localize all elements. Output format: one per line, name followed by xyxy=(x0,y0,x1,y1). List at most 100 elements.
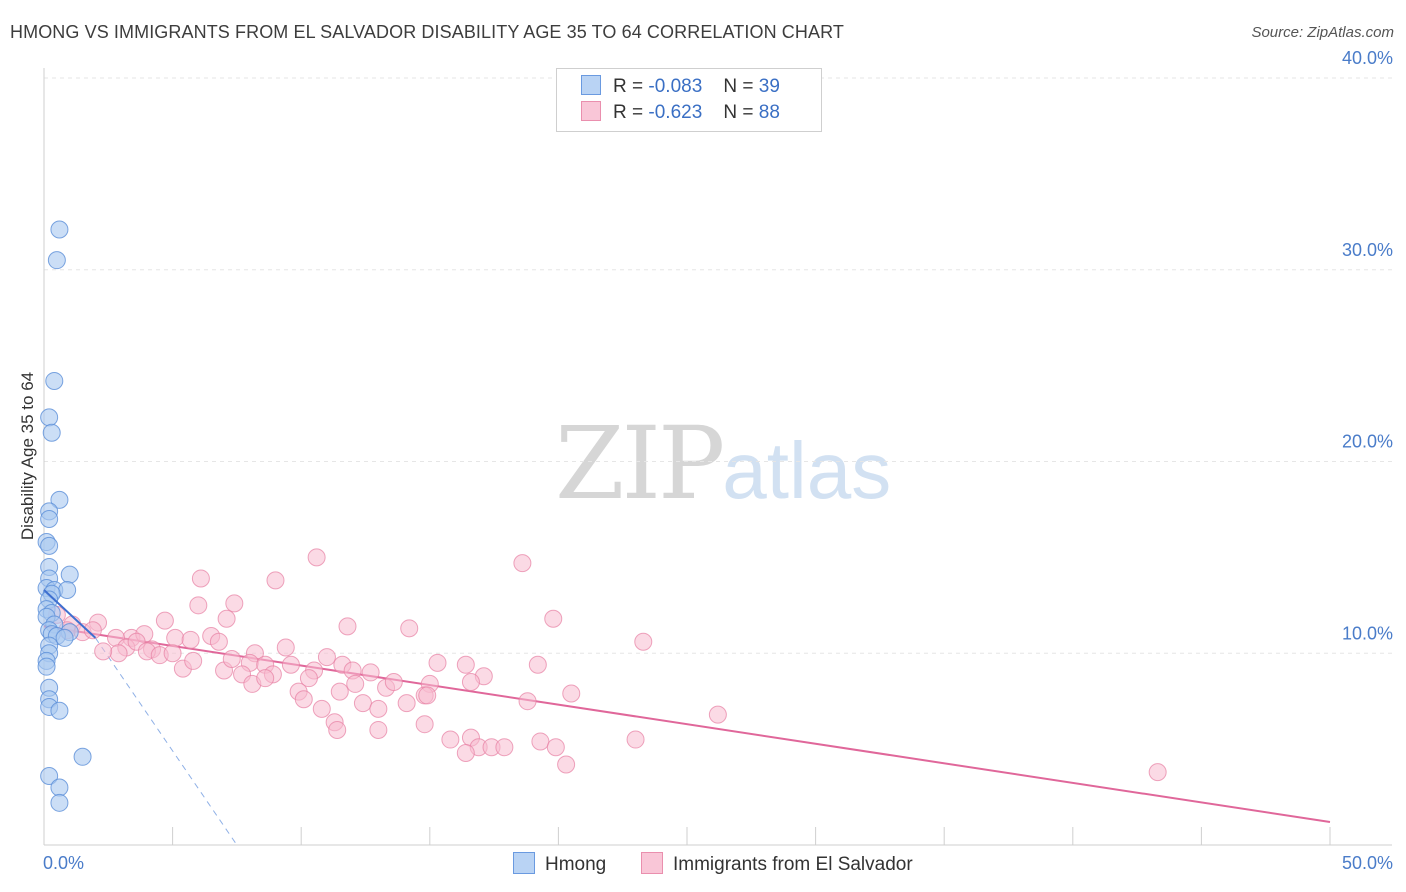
el-salvador-swatch xyxy=(641,852,663,874)
el-salvador-point xyxy=(328,720,347,739)
chart-title: HMONG VS IMMIGRANTS FROM EL SALVADOR DIS… xyxy=(10,22,844,42)
y-tick-label: 10.0% xyxy=(1342,623,1393,643)
el-salvador-point xyxy=(361,663,380,682)
y-tick-label: 40.0% xyxy=(1342,48,1393,68)
hmong-point xyxy=(73,747,92,766)
data-points xyxy=(37,220,1167,812)
el-salvador-point xyxy=(307,548,326,567)
el-salvador-point xyxy=(562,684,581,703)
hmong-point xyxy=(50,793,69,812)
el-salvador-point xyxy=(708,705,727,724)
el-salvador-point xyxy=(495,738,514,757)
el-salvador-point xyxy=(384,673,403,692)
hmong-swatch xyxy=(513,852,535,874)
hmong-point xyxy=(50,701,69,720)
el-salvador-point xyxy=(557,755,576,774)
el-salvador-point xyxy=(181,630,200,649)
hmong-point xyxy=(50,490,69,509)
correlation-legend: R = -0.083 N = 39 R = -0.623 N = 88 xyxy=(556,68,822,132)
el-salvador-point xyxy=(531,732,550,751)
el-salvador-point xyxy=(266,571,285,590)
source-credit: Source: ZipAtlas.com xyxy=(1251,24,1394,41)
x-tick-label-max: 50.0% xyxy=(1342,853,1393,873)
watermark-zip: ZIP xyxy=(555,405,725,522)
legend-r-label: R = xyxy=(613,76,644,97)
legend-row-hmong: R = -0.083 N = 39 xyxy=(581,75,780,101)
el-salvador-point xyxy=(222,650,241,669)
hmong-trend-line xyxy=(43,589,97,639)
y-tick-label: 30.0% xyxy=(1342,240,1393,260)
y-axis-label: Disability Age 35 to 64 xyxy=(18,372,37,540)
x-tick-label-min: 0.0% xyxy=(43,853,84,873)
el-salvador-point xyxy=(546,738,565,757)
hmong-point xyxy=(50,220,69,239)
hmong-point xyxy=(45,371,64,390)
el-salvador-point xyxy=(312,699,331,718)
el-salvador-point xyxy=(1148,763,1167,782)
el-salvador-point xyxy=(163,644,182,663)
el-salvador-point xyxy=(94,642,113,661)
hmong-point xyxy=(40,510,59,529)
el-salvador-point xyxy=(225,594,244,613)
el-salvador-point xyxy=(317,648,336,667)
legend-n-label: N = xyxy=(723,76,754,97)
y-tick-label: 20.0% xyxy=(1342,432,1393,452)
hmong-point xyxy=(40,536,59,555)
el-salvador-point xyxy=(338,617,357,636)
el-salvador-point xyxy=(353,694,372,713)
el-salvador-point xyxy=(256,669,275,688)
hmong-point xyxy=(42,423,61,442)
el-salvador-point xyxy=(634,632,653,651)
el-salvador-point xyxy=(330,682,349,701)
hmong-point xyxy=(40,766,59,785)
el-salvador-point xyxy=(544,609,563,628)
el-salvador-point xyxy=(400,619,419,638)
el-salvador-point xyxy=(518,692,537,711)
el-salvador-swatch xyxy=(581,101,601,121)
series-legend-el-salvador[interactable]: Immigrants from El Salvador xyxy=(641,852,913,876)
hmong-point xyxy=(60,565,79,584)
el-salvador-point xyxy=(189,596,208,615)
el-salvador-point xyxy=(369,699,388,718)
el-salvador-point xyxy=(281,655,300,674)
hmong-trend-extension xyxy=(95,637,238,846)
el-salvador-point xyxy=(513,554,532,573)
el-salvador-point xyxy=(166,628,185,647)
el-salvador-point xyxy=(397,694,416,713)
series-name-hmong: Hmong xyxy=(545,854,607,875)
el-salvador-point xyxy=(456,655,475,674)
el-salvador-point xyxy=(83,621,102,640)
el-salvador-point xyxy=(456,743,475,762)
hmong-point xyxy=(40,408,59,427)
el-salvador-point xyxy=(369,720,388,739)
legend-n-label: N = xyxy=(723,102,754,123)
hmong-point xyxy=(55,628,74,647)
series-legend-hmong[interactable]: Hmong xyxy=(513,852,606,876)
el-salvador-point xyxy=(109,644,128,663)
el-salvador-point xyxy=(276,638,295,657)
el-salvador-point xyxy=(209,632,228,651)
el-salvador-point xyxy=(184,651,203,670)
legend-n-value: 88 xyxy=(758,102,780,123)
series-name-el-salvador: Immigrants from El Salvador xyxy=(673,854,913,875)
hmong-point xyxy=(58,580,77,599)
el-salvador-point xyxy=(528,655,547,674)
el-salvador-point xyxy=(415,715,434,734)
el-salvador-point xyxy=(418,686,437,705)
watermark-atlas: atlas xyxy=(722,426,892,515)
legend-r-label: R = xyxy=(613,102,644,123)
el-salvador-point xyxy=(299,669,318,688)
tick-labels: 10.0% 20.0% 30.0% 40.0% 0.0% 50.0% xyxy=(43,48,1393,873)
el-salvador-point xyxy=(155,611,174,630)
hmong-point xyxy=(47,251,66,270)
gridlines xyxy=(44,77,1392,654)
el-salvador-point xyxy=(461,673,480,692)
el-salvador-point xyxy=(294,690,313,709)
el-salvador-point xyxy=(346,674,365,693)
series-legend: Hmong Immigrants from El Salvador xyxy=(0,852,1406,878)
legend-row-el-salvador: R = -0.623 N = 88 xyxy=(581,101,780,127)
axes xyxy=(43,68,1392,846)
legend-r-value: -0.083 xyxy=(648,76,703,97)
hmong-swatch xyxy=(581,75,601,95)
